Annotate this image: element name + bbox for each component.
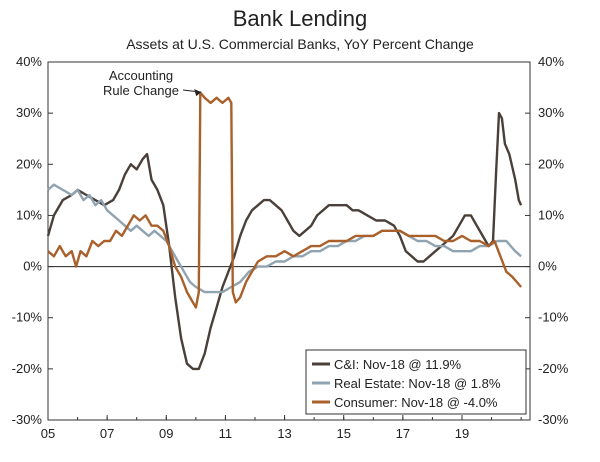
y-tick-label-left: 0% — [23, 259, 42, 274]
y-tick-label-right: 40% — [538, 54, 564, 69]
legend-entry-2: Consumer: Nov-18 @ -4.0% — [334, 395, 498, 410]
y-tick-label-right: -30% — [538, 412, 569, 427]
chart-title: Bank Lending — [232, 6, 368, 31]
x-tick-label: 05 — [41, 426, 55, 441]
x-tick-label: 13 — [277, 426, 291, 441]
x-tick-label: 07 — [100, 426, 114, 441]
y-tick-label-left: -20% — [12, 361, 43, 376]
x-tick-label: 15 — [336, 426, 350, 441]
y-tick-label-right: -10% — [538, 310, 569, 325]
annotation-arrowhead — [194, 89, 202, 97]
y-tick-label-left: 20% — [16, 156, 42, 171]
series-line-2 — [47, 91, 523, 309]
series-line-0 — [46, 111, 523, 371]
plot-frame — [47, 61, 531, 421]
legend-box — [305, 349, 527, 415]
x-tick-label: 19 — [455, 426, 469, 441]
x-tick-label: 09 — [159, 426, 173, 441]
x-tick-label: 17 — [396, 426, 410, 441]
annotation-text: Rule Change — [103, 83, 179, 98]
y-tick-label-left: 10% — [16, 207, 42, 222]
y-tick-label-right: -20% — [538, 361, 569, 376]
legend-entry-1: Real Estate: Nov-18 @ 1.8% — [334, 376, 501, 391]
chart-subtitle: Assets at U.S. Commercial Banks, YoY Per… — [126, 36, 474, 52]
y-tick-label-right: 30% — [538, 105, 564, 120]
y-tick-label-right: 10% — [538, 207, 564, 222]
y-tick-label-right: 20% — [538, 156, 564, 171]
y-tick-label-left: -10% — [12, 310, 43, 325]
x-tick-label: 11 — [219, 426, 233, 441]
y-tick-label-left: 40% — [16, 54, 42, 69]
annotation-text: Accounting — [109, 68, 173, 83]
y-tick-label-right: 0% — [538, 259, 557, 274]
legend-entry-0: C&I: Nov-18 @ 11.9% — [334, 357, 462, 372]
y-tick-label-left: 30% — [16, 105, 42, 120]
y-tick-label-left: -30% — [12, 412, 43, 427]
